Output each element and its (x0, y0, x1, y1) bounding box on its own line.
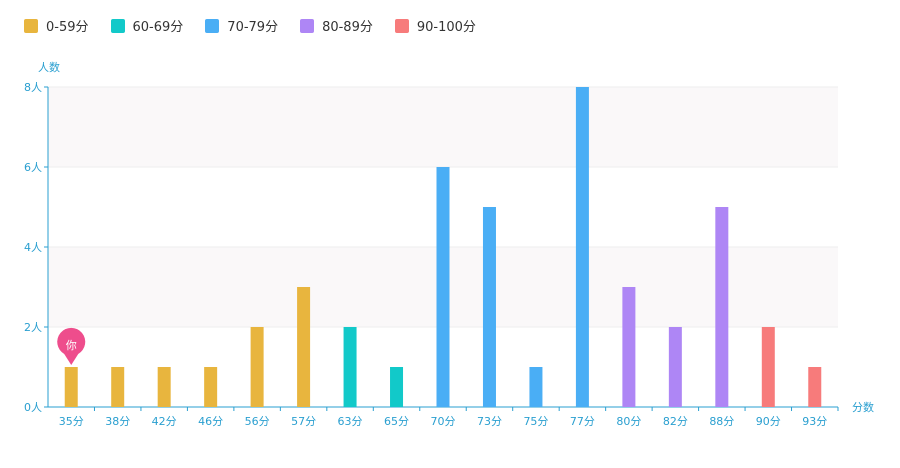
legend-label: 80-89分 (322, 20, 373, 35)
bar (715, 207, 729, 407)
bar (761, 327, 775, 407)
x-tick-label: 90分 (756, 415, 781, 428)
y-tick-label: 4人 (24, 241, 42, 254)
x-tick-label: 93分 (802, 415, 827, 428)
x-axis-title: 分数 (852, 401, 874, 414)
x-tick-label: 75分 (523, 415, 548, 428)
y-axis-title: 人数 (38, 61, 60, 74)
legend-item[interactable]: 0-59分 (24, 16, 89, 35)
x-tick-label: 63分 (338, 415, 363, 428)
legend-item[interactable]: 80-89分 (300, 16, 373, 35)
y-tick-label: 0人 (24, 401, 42, 414)
y-tick-label: 6人 (24, 161, 42, 174)
bar (436, 167, 450, 407)
legend-item[interactable]: 60-69分 (110, 16, 184, 35)
bar (575, 87, 589, 407)
x-tick-label: 38分 (105, 415, 130, 428)
legend-swatch (300, 18, 315, 33)
bar (343, 327, 357, 407)
bar (250, 327, 264, 407)
bar (111, 367, 125, 407)
x-tick-label: 82分 (663, 415, 688, 428)
bar (668, 327, 682, 407)
bar (390, 367, 404, 407)
bar (297, 287, 311, 407)
x-tick-label: 46分 (198, 415, 223, 428)
x-tick-label: 73分 (477, 415, 502, 428)
bar (64, 367, 78, 407)
legend-item[interactable]: 90-100分 (394, 16, 476, 35)
legend-item[interactable]: 70-79分 (205, 16, 278, 35)
x-tick-label: 56分 (245, 415, 270, 428)
bar (157, 367, 171, 407)
y-tick-label: 8人 (24, 81, 42, 94)
legend-label: 60-69分 (132, 20, 184, 35)
chart-legend: 0-59分 60-69分 70-79分 80-89分 90-100分 (24, 16, 476, 35)
x-tick-label: 70分 (431, 415, 456, 428)
you-marker-label: 你 (66, 339, 77, 352)
you-marker-pin (57, 327, 86, 365)
legend-label: 90-100分 (416, 20, 476, 35)
x-tick-label: 65分 (384, 415, 409, 428)
bar (622, 287, 636, 407)
legend-label: 0-59分 (46, 20, 89, 35)
grid-band (48, 87, 838, 167)
x-tick-label: 42分 (152, 415, 177, 428)
bar (482, 207, 496, 407)
legend-swatch (394, 18, 409, 33)
legend-label: 70-79分 (227, 20, 279, 35)
bar (204, 367, 218, 407)
x-tick-label: 88分 (709, 415, 734, 428)
legend-swatch (205, 18, 220, 33)
bar (529, 367, 543, 407)
x-tick-label: 57分 (291, 415, 316, 428)
x-tick-label: 77分 (570, 415, 595, 428)
bar (808, 367, 822, 407)
y-tick-label: 2人 (24, 321, 42, 334)
legend-swatch (110, 18, 125, 33)
legend-swatch (24, 18, 38, 33)
x-tick-label: 80分 (616, 415, 641, 428)
x-tick-label: 35分 (59, 415, 84, 428)
